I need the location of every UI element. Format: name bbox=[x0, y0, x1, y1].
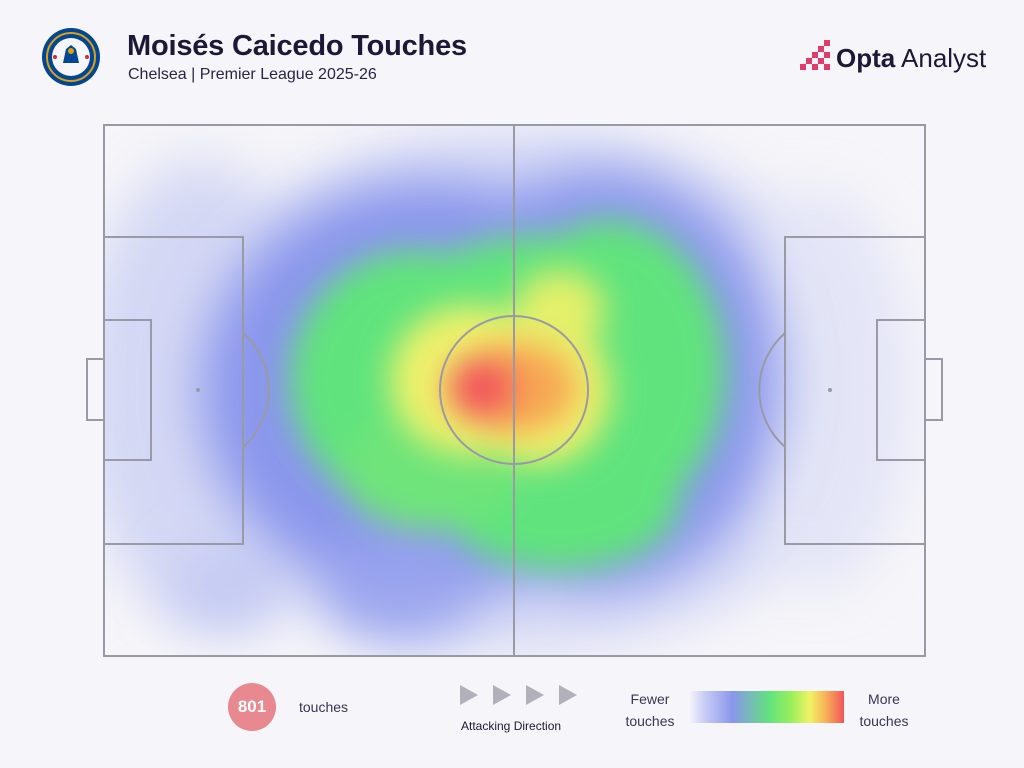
opta-logo-icon bbox=[800, 40, 830, 70]
left-penalty-spot bbox=[196, 388, 200, 392]
left-penalty-arc bbox=[242, 332, 270, 448]
touch-count-badge: 801 bbox=[228, 683, 276, 731]
opta-analyst-logo: Opta Analyst bbox=[798, 40, 988, 76]
chart-title: Moisés Caicedo Touches bbox=[127, 30, 467, 62]
heatmap-layer bbox=[104, 130, 910, 650]
play-arrow-icon bbox=[559, 685, 577, 705]
play-arrow-icon bbox=[526, 685, 544, 705]
chart-subtitle: Chelsea | Premier League 2025-26 bbox=[128, 66, 377, 83]
legend-low-label: Fewer touches bbox=[625, 691, 675, 729]
legend-high-label: More touches bbox=[859, 691, 909, 729]
left-goal bbox=[86, 358, 105, 421]
right-penalty-arc bbox=[758, 332, 786, 448]
attacking-direction-label: Attacking Direction bbox=[461, 719, 562, 733]
color-scale-legend bbox=[689, 691, 844, 723]
play-arrow-icon bbox=[460, 685, 478, 705]
touch-count-label: touches bbox=[299, 699, 349, 715]
chelsea-crest-icon bbox=[42, 28, 100, 86]
play-arrow-icon bbox=[493, 685, 511, 705]
pitch-lines bbox=[86, 124, 943, 657]
right-goal bbox=[924, 358, 943, 421]
brand-name: Opta Analyst bbox=[836, 43, 987, 73]
attacking-direction-arrows bbox=[458, 683, 580, 707]
centre-circle bbox=[439, 315, 589, 465]
right-penalty-spot bbox=[828, 388, 832, 392]
